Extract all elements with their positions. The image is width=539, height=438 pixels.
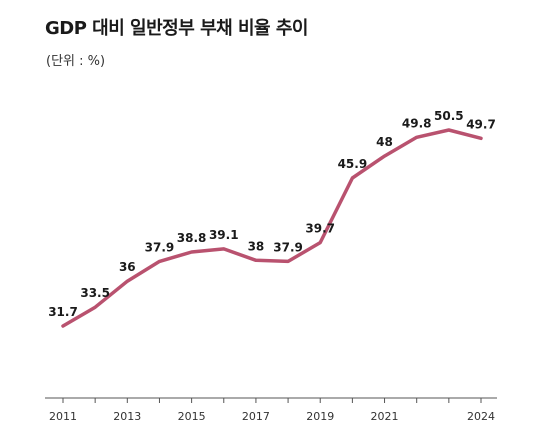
data-label-2024: 49.7: [466, 117, 496, 131]
data-label-2012: 33.5: [80, 286, 110, 300]
data-label-2023: 50.5: [434, 109, 464, 123]
x-tick-label-2021: 2021: [371, 410, 399, 423]
x-tick-label-2011: 2011: [49, 410, 77, 423]
data-label-2013: 36: [119, 260, 136, 274]
data-label-2016: 39.1: [209, 228, 239, 242]
data-label-2020: 45.9: [338, 157, 368, 171]
data-label-2018: 37.9: [273, 240, 303, 254]
data-label-2014: 37.9: [145, 240, 175, 254]
data-label-2019: 39.7: [305, 222, 335, 236]
data-label-2017: 38: [248, 239, 265, 253]
chart-title: GDP 대비 일반정부 부채 비율 추이: [45, 18, 308, 39]
data-label-2021: 48: [376, 135, 393, 149]
data-label-2011: 31.7: [48, 305, 78, 319]
series-group: [61, 128, 483, 328]
unit-label: (단위 : %): [46, 54, 106, 69]
x-axis: 2011 2013 2015 2017 2019 2021 2024: [45, 397, 497, 423]
x-tick-label-2019: 2019: [306, 410, 334, 423]
x-tick-label-2013: 2013: [113, 410, 141, 423]
x-tick-label-2017: 2017: [242, 410, 270, 423]
x-tick-label-2024: 2024: [467, 410, 495, 423]
data-label-2015: 38.8: [177, 231, 207, 245]
data-label-2022: 49.8: [402, 116, 432, 130]
x-tick-label-2015: 2015: [178, 410, 206, 423]
series-line: [61, 128, 483, 328]
